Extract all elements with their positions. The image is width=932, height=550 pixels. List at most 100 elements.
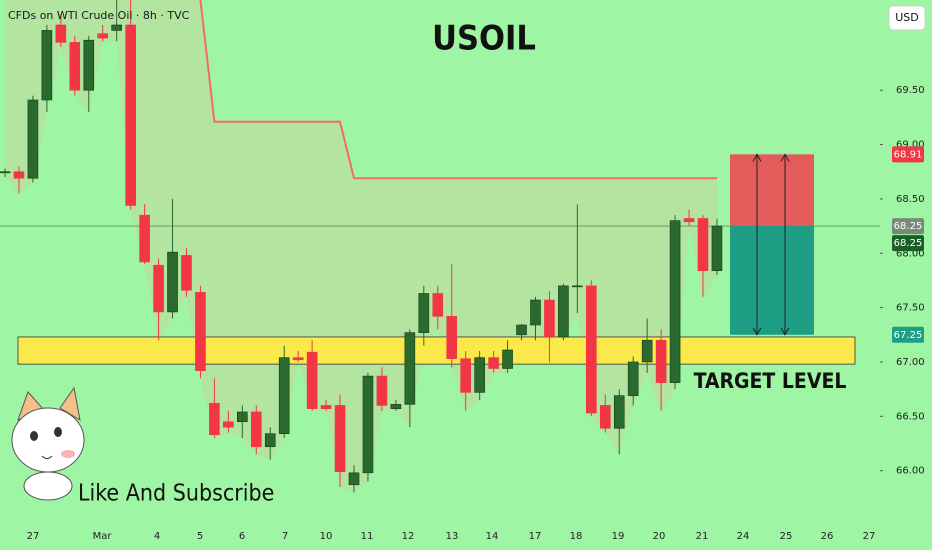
candle-body: [334, 405, 346, 473]
caption: Like And Subscribe: [78, 481, 274, 507]
arrow-head: [752, 327, 762, 336]
stop-tag-bg: [892, 146, 924, 163]
candle-body: [41, 30, 53, 101]
currency-label: USD: [895, 11, 919, 24]
x-tick-label: 27: [27, 531, 40, 542]
x-tick-label: 17: [529, 531, 542, 542]
candle-body: [195, 292, 206, 371]
y-tick-label: 67.50: [896, 303, 925, 314]
target-tag: 67.25: [894, 330, 923, 341]
candle-body: [641, 339, 653, 363]
candle-body: [697, 218, 709, 271]
candle-body: [97, 33, 109, 39]
candle-body: [502, 349, 513, 369]
shaded-area: [5, 0, 717, 493]
currency-button[interactable]: [888, 5, 926, 31]
x-tick-label: 26: [821, 531, 834, 542]
candle-body: [111, 24, 122, 31]
x-tick-label: 14: [486, 531, 499, 542]
candle-body: [530, 299, 541, 326]
target-tag-bg: [892, 326, 924, 343]
x-tick-label: 13: [446, 531, 459, 542]
x-tick-label: 25: [780, 531, 793, 542]
candle-body: [55, 24, 67, 43]
candle-body: [209, 402, 220, 436]
candle-body: [683, 218, 695, 223]
candle-body: [613, 395, 625, 429]
candle-body: [390, 404, 402, 409]
y-tick-label: 69.00: [896, 140, 925, 151]
x-tick-label: 24: [737, 531, 750, 542]
candle-body: [418, 293, 430, 333]
candle-body: [320, 405, 332, 409]
x-tick-label: 10: [320, 531, 333, 542]
candle-body: [544, 299, 555, 338]
candle-body: [139, 214, 150, 263]
candle-body: [516, 324, 527, 336]
candle-body: [586, 285, 597, 414]
candle-body: [348, 472, 360, 486]
candle-body: [292, 357, 304, 361]
candle-body: [181, 255, 192, 291]
x-tick-label: 20: [653, 531, 666, 542]
cat-sticker: [11, 386, 85, 501]
chart-subtitle: CFDs on WTI Crude Oil · 8h · TVC: [8, 9, 190, 22]
x-tick-label: 27: [863, 531, 876, 542]
candle-body: [278, 357, 290, 434]
stop-zone: [730, 154, 814, 227]
y-tick-label: 68.50: [896, 194, 925, 205]
candle-body: [627, 361, 639, 396]
candle-body: [432, 293, 444, 317]
x-tick-label: 19: [612, 531, 625, 542]
target-label: TARGET LEVEL: [694, 369, 847, 393]
arrow-head: [752, 153, 762, 162]
candle-body: [250, 411, 262, 448]
candle-body: [488, 357, 499, 369]
candle-body: [223, 421, 234, 428]
close-tag-bg: [892, 235, 924, 252]
candle-body: [599, 405, 611, 429]
plot-area: [0, 0, 880, 493]
price-axis-bg: [880, 0, 932, 550]
target-zone: [17, 336, 856, 365]
entry-tag: 68.25: [894, 221, 923, 232]
candle-body: [237, 411, 248, 423]
candle-body: [376, 375, 388, 406]
y-tick-label: 66.50: [896, 411, 925, 422]
x-tick-label: 7: [282, 531, 288, 542]
candle-body: [153, 264, 164, 313]
x-tick-label: 5: [197, 531, 203, 542]
arrow-head: [780, 153, 790, 162]
candle-body: [558, 285, 569, 338]
candle-body: [0, 171, 11, 174]
stop-tag: 68.91: [894, 149, 923, 160]
candle-body: [460, 358, 471, 393]
candle-body: [669, 220, 681, 383]
candle-body: [404, 332, 416, 405]
x-tick-label: 6: [239, 531, 245, 542]
x-tick-label: Mar: [93, 531, 113, 542]
candle-body: [362, 375, 374, 474]
x-tick-label: 21: [696, 531, 709, 542]
x-tick-label: 18: [570, 531, 583, 542]
candle-body: [27, 99, 39, 179]
arrow-head: [780, 327, 790, 336]
resistance-line: [199, 0, 717, 180]
candle-body: [125, 24, 136, 206]
x-tick-label: 11: [361, 531, 374, 542]
y-tick-label: 67.00: [896, 357, 925, 368]
y-tick-label: 66.00: [896, 466, 925, 477]
y-tick-label: 68.00: [896, 248, 925, 259]
candle-body: [83, 39, 95, 91]
candle-body: [167, 251, 178, 313]
candle-body: [13, 171, 25, 179]
close-tag: 68.25: [894, 238, 923, 249]
candle-body: [474, 357, 485, 393]
x-tick-label: 12: [402, 531, 415, 542]
chart-title: USOIL: [432, 19, 536, 59]
candle-body: [655, 339, 667, 383]
candle-body: [711, 225, 723, 271]
candle-body: [69, 42, 81, 91]
candle-body: [446, 316, 458, 359]
